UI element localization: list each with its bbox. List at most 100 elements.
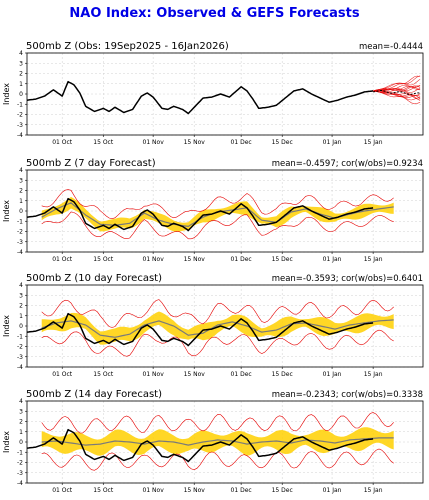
y-tick-label: 3 bbox=[19, 177, 23, 184]
x-tick-label: 01 Jan bbox=[323, 487, 342, 494]
x-tick-label: 15 Nov bbox=[184, 371, 206, 378]
y-axis-label: Index bbox=[2, 431, 11, 453]
x-tick-label: 15 Dec bbox=[272, 487, 293, 494]
y-tick-label: -3 bbox=[17, 239, 23, 246]
panel-title: 500mb Z (10 day Forecast) bbox=[26, 273, 162, 284]
chart-panel-4: 500mb Z (14 day Forecast) mean=-0.2343; c… bbox=[2, 389, 424, 494]
plot-frame bbox=[26, 284, 424, 368]
x-tick-label: 15 Dec bbox=[272, 371, 293, 378]
forecast-mean-line bbox=[373, 89, 421, 95]
x-tick-label: 15 Jan bbox=[364, 371, 383, 378]
x-tick-label: 01 Jan bbox=[323, 371, 342, 378]
y-tick-label: -2 bbox=[17, 344, 23, 351]
y-tick-label: -4 bbox=[17, 249, 23, 256]
ensemble-mean-line bbox=[41, 437, 394, 446]
y-tick-label: -1 bbox=[17, 449, 23, 456]
y-tick-label: 2 bbox=[19, 419, 23, 426]
y-tick-label: -3 bbox=[17, 470, 23, 477]
x-tick-label: 15 Dec bbox=[272, 256, 293, 263]
panel-stats: mean=-0.3593; cor(w/obs)=0.6401 bbox=[272, 274, 423, 284]
x-tick-label: 01 Jan bbox=[323, 256, 342, 263]
x-tick-label: 01 Dec bbox=[231, 371, 252, 378]
y-tick-label: 0 bbox=[19, 208, 23, 215]
y-tick-label: -3 bbox=[17, 354, 23, 361]
ensemble-min-line bbox=[41, 211, 394, 240]
forecast-member-line bbox=[373, 75, 421, 92]
x-tick-label: 01 Oct bbox=[52, 371, 73, 378]
page-title: NAO Index: Observed & GEFS Forecasts bbox=[69, 6, 360, 21]
x-tick-label: 15 Nov bbox=[184, 139, 206, 146]
panel-stats: mean=-0.2343; cor(w/obs)=0.3338 bbox=[272, 390, 423, 400]
y-tick-label: -1 bbox=[17, 218, 23, 225]
y-tick-label: 1 bbox=[19, 313, 23, 320]
y-tick-label: 2 bbox=[19, 303, 23, 310]
x-tick-label: 01 Dec bbox=[231, 256, 252, 263]
y-axis-label: Index bbox=[2, 200, 11, 222]
panel-stats: mean=-0.4597; cor(w/obs)=0.9234 bbox=[272, 159, 423, 169]
y-tick-label: 2 bbox=[19, 71, 23, 78]
x-tick-label: 15 Jan bbox=[364, 487, 383, 494]
panel-title: 500mb Z (Obs: 19Sep2025 - 16Jan2026) bbox=[26, 41, 229, 52]
y-tick-label: 3 bbox=[19, 292, 23, 299]
ensemble-mean-line bbox=[41, 319, 394, 338]
y-tick-label: -4 bbox=[17, 364, 23, 371]
ensemble-min-line bbox=[41, 329, 394, 357]
forecast-member-line bbox=[373, 90, 421, 105]
y-tick-label: -4 bbox=[17, 132, 23, 139]
observed-line bbox=[26, 80, 374, 115]
y-tick-label: 4 bbox=[19, 282, 23, 289]
y-tick-label: 4 bbox=[19, 167, 23, 174]
chart-panel-1: 500mb Z (Obs: 19Sep2025 - 16Jan2026) mean… bbox=[2, 41, 424, 146]
ensemble-spread-band bbox=[41, 196, 394, 232]
chart-panel-3: 500mb Z (10 day Forecast) mean=-0.3593; c… bbox=[2, 273, 424, 378]
chart-panel-2: 500mb Z (7 day Forecast) mean=-0.4597; co… bbox=[2, 158, 424, 263]
y-tick-label: 0 bbox=[19, 439, 23, 446]
x-tick-label: 01 Dec bbox=[231, 139, 252, 146]
x-tick-label: 01 Oct bbox=[52, 139, 73, 146]
x-tick-label: 15 Dec bbox=[272, 139, 293, 146]
ensemble-spread-band bbox=[41, 427, 394, 456]
x-tick-label: 15 Oct bbox=[93, 139, 114, 146]
y-tick-label: 4 bbox=[19, 50, 23, 57]
x-tick-label: 15 Jan bbox=[364, 256, 383, 263]
y-tick-label: -1 bbox=[17, 333, 23, 340]
y-axis-label: Index bbox=[2, 315, 11, 337]
ensemble-max-line bbox=[41, 412, 394, 434]
x-tick-label: 01 Oct bbox=[52, 256, 73, 263]
y-tick-label: -2 bbox=[17, 460, 23, 467]
y-tick-label: 4 bbox=[19, 398, 23, 405]
plot-frame bbox=[26, 400, 424, 484]
panel-title: 500mb Z (7 day Forecast) bbox=[26, 158, 156, 169]
y-tick-label: 3 bbox=[19, 408, 23, 415]
y-tick-label: 2 bbox=[19, 188, 23, 195]
y-tick-label: 3 bbox=[19, 60, 23, 67]
x-tick-label: 01 Dec bbox=[231, 487, 252, 494]
y-axis-label: Index bbox=[2, 83, 11, 105]
x-tick-label: 01 Oct bbox=[52, 487, 73, 494]
x-tick-label: 15 Oct bbox=[93, 256, 114, 263]
forecast-member-line bbox=[373, 84, 421, 92]
y-tick-label: -4 bbox=[17, 480, 23, 487]
y-tick-label: 1 bbox=[19, 198, 23, 205]
forecast-member-line bbox=[373, 85, 421, 92]
y-tick-label: -3 bbox=[17, 122, 23, 129]
y-tick-label: 1 bbox=[19, 81, 23, 88]
x-tick-label: 15 Nov bbox=[184, 487, 206, 494]
y-tick-label: 1 bbox=[19, 429, 23, 436]
x-tick-label: 01 Nov bbox=[143, 139, 165, 146]
observed-line bbox=[26, 197, 374, 232]
ensemble-min-line bbox=[41, 448, 394, 471]
x-tick-label: 15 Nov bbox=[184, 256, 206, 263]
x-tick-label: 01 Nov bbox=[143, 256, 165, 263]
x-tick-label: 15 Jan bbox=[364, 139, 383, 146]
plot-frame bbox=[26, 52, 424, 136]
y-tick-label: -2 bbox=[17, 112, 23, 119]
y-tick-label: -1 bbox=[17, 101, 23, 108]
observed-line bbox=[26, 312, 374, 347]
x-tick-label: 01 Nov bbox=[143, 371, 165, 378]
y-tick-label: 0 bbox=[19, 323, 23, 330]
x-tick-label: 15 Oct bbox=[93, 487, 114, 494]
ensemble-max-line bbox=[41, 299, 394, 328]
x-tick-label: 01 Nov bbox=[143, 487, 165, 494]
